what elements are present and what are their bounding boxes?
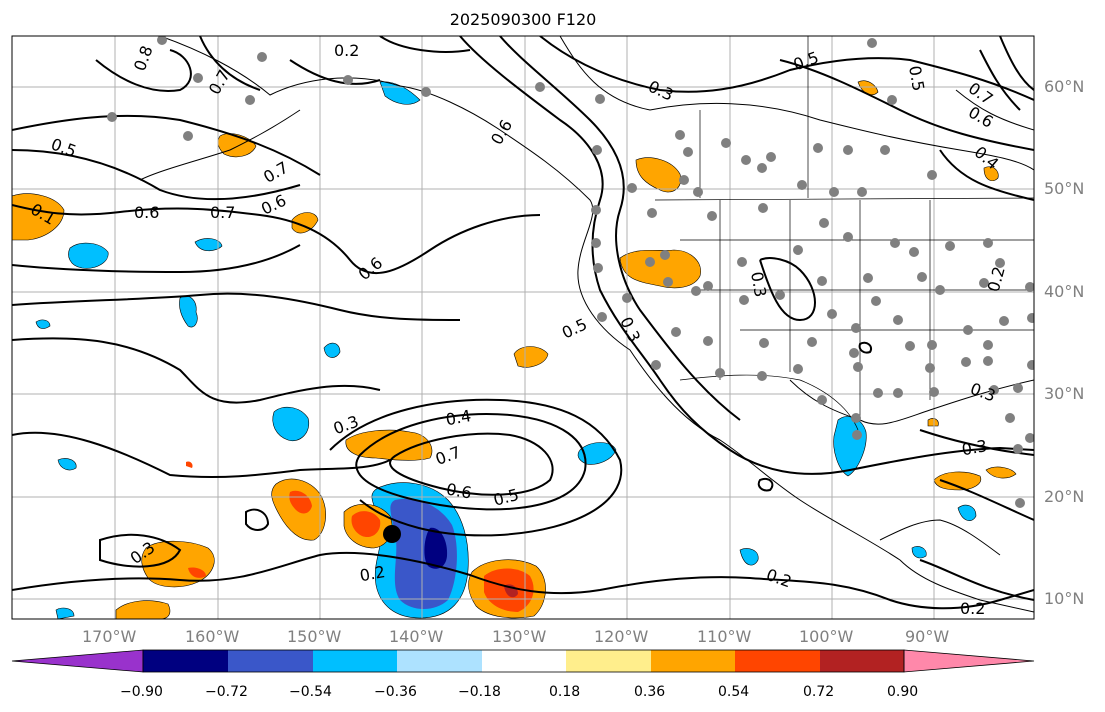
colorbar-segment <box>566 650 651 672</box>
lon-label: 140°W <box>389 627 444 646</box>
colorbar-extend-high <box>903 649 1035 673</box>
colorbar-extend-low <box>11 649 144 673</box>
colorbar-segment <box>820 650 904 672</box>
contour-label: 0.6 <box>445 479 473 502</box>
lat-label: 50°N <box>1044 179 1085 198</box>
colorbar-tick: −0.36 <box>374 684 417 700</box>
colorbar-tick: 0.36 <box>634 684 666 700</box>
contour-label: 0.2 <box>334 41 359 60</box>
lon-label: 110°W <box>697 627 752 646</box>
colorbar-segment <box>651 650 735 672</box>
contour-label: 0.7 <box>210 203 235 222</box>
colorbar-segment <box>397 650 482 672</box>
lon-label: 130°W <box>492 627 547 646</box>
contour-label: 0.4 <box>444 406 472 429</box>
contour-label: 0.2 <box>358 562 386 585</box>
colorbar-tick: −0.90 <box>120 684 163 700</box>
lon-label: 170°W <box>82 627 137 646</box>
colorbar-tick: 0.18 <box>549 684 581 700</box>
map-frame <box>11 35 1035 620</box>
colorbar-segment <box>313 650 397 672</box>
map-title: 2025090300 F120 <box>449 10 597 29</box>
lat-label: 10°N <box>1044 589 1085 608</box>
lon-label: 150°W <box>287 627 342 646</box>
political-borders <box>654 36 1034 431</box>
neg-anomaly-inner <box>424 527 448 569</box>
graticule <box>12 36 1034 619</box>
contour-label: 0.6 <box>134 203 159 222</box>
lat-label: 20°N <box>1044 487 1085 506</box>
colorbar-segment <box>143 650 228 672</box>
map-background <box>12 36 1034 619</box>
lat-label: 40°N <box>1044 282 1085 301</box>
lon-label: 90°W <box>905 627 950 646</box>
lat-label: 30°N <box>1044 384 1085 403</box>
lon-label: 100°W <box>799 627 854 646</box>
neg-anomaly-core <box>390 498 457 609</box>
lon-label: 120°W <box>594 627 649 646</box>
contour-label: 0.3 <box>960 436 988 459</box>
colorbar-tick: −0.54 <box>289 684 332 700</box>
colorbar-tick: −0.72 <box>205 684 248 700</box>
storm-center-marker[interactable] <box>383 525 401 543</box>
lon-label: 160°W <box>185 627 240 646</box>
colorbar-tick: 0.90 <box>887 684 919 700</box>
colorbar-tick: −0.18 <box>458 684 501 700</box>
colorbar-segment <box>482 650 566 672</box>
colorbar-tick: 0.72 <box>803 684 835 700</box>
colorbar-segment <box>228 650 313 672</box>
colorbar-segment <box>735 650 820 672</box>
contour-label: 0.5 <box>905 64 928 92</box>
contour-label: 0.3 <box>747 270 770 298</box>
contour-label: 0.2 <box>960 599 985 618</box>
contour-lines <box>12 36 1034 610</box>
lat-label: 60°N <box>1044 77 1085 96</box>
station-markers <box>107 36 1034 508</box>
colorbar-tick: 0.54 <box>718 684 750 700</box>
